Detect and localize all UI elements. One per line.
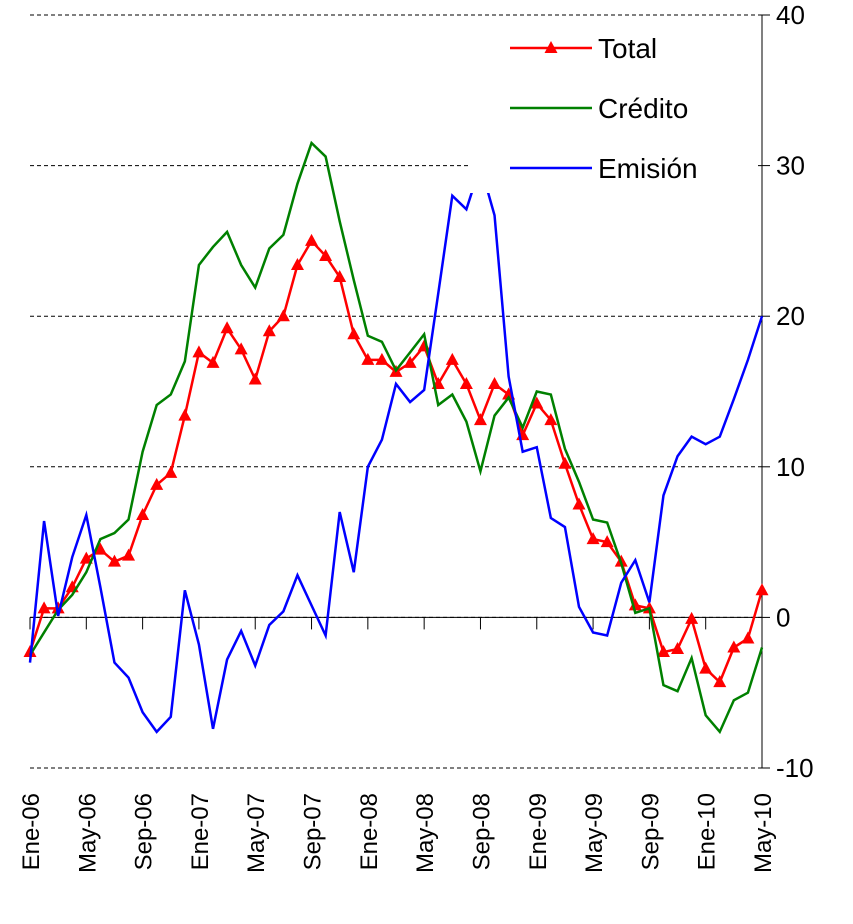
y-tick-label: 10 [776,452,805,482]
series-line [28,140,764,735]
marker [136,507,150,520]
marker [305,233,319,246]
marker [164,465,178,478]
legend-box [470,28,755,193]
marker [192,345,206,358]
marker [727,640,741,653]
marker [178,408,192,421]
marker [220,321,234,334]
marker [333,270,347,283]
marker [473,413,487,426]
legend: Total Crédito Emisión [470,28,755,193]
x-tick-label: May-07 [243,793,270,873]
legend-marker [544,41,558,53]
marker [51,601,65,614]
marker [150,477,164,490]
marker [530,396,544,409]
y-tick-label: 20 [776,301,805,331]
x-tick-label: Sep-06 [131,793,158,870]
marker [290,257,304,270]
marker [685,611,699,624]
x-tick-label: May-10 [750,793,777,873]
marker [107,554,121,567]
marker [248,372,262,385]
y-tick-label: 0 [776,602,790,632]
x-tick-label: May-08 [412,793,439,873]
marker [375,352,389,365]
marker [741,631,755,644]
marker [403,355,417,368]
marker [572,497,586,510]
x-tick-label: Sep-09 [637,793,664,870]
x-tick-label: Ene-07 [187,793,214,870]
marker [361,352,375,365]
marker [628,598,642,611]
marker [445,352,459,365]
marker [586,532,600,545]
y-tick-label: -10 [776,753,814,783]
y-tick-label: 30 [776,151,805,181]
marker [558,456,572,469]
marker [699,661,713,674]
marker [234,342,248,355]
marker [671,642,685,655]
x-tick-label: May-06 [74,793,101,873]
marker [37,601,51,614]
x-tick-label: Sep-07 [300,793,327,870]
marker [656,645,670,658]
x-tick-label: May-09 [581,793,608,873]
marker [459,376,473,389]
series-line [28,161,764,734]
marker [122,548,136,561]
x-tick-label: Ene-06 [18,793,45,870]
marker [206,355,220,368]
x-tick-label: Ene-09 [525,793,552,870]
marker [319,248,333,261]
x-tick-label: Sep-08 [468,793,495,870]
marker [93,542,107,555]
legend-label: Total [598,33,657,64]
marker [600,535,614,548]
marker [544,413,558,426]
marker [262,324,276,337]
marker [713,675,727,688]
y-tick-label: 40 [776,0,805,30]
x-tick-label: Ene-10 [694,793,721,870]
marker [79,551,93,564]
legend-label: Emisión [598,153,698,184]
legend-label: Crédito [598,93,688,124]
marker [488,376,502,389]
x-tick-label: Ene-08 [356,793,383,870]
marker [755,583,769,596]
marker [276,309,290,322]
marker [347,327,361,340]
